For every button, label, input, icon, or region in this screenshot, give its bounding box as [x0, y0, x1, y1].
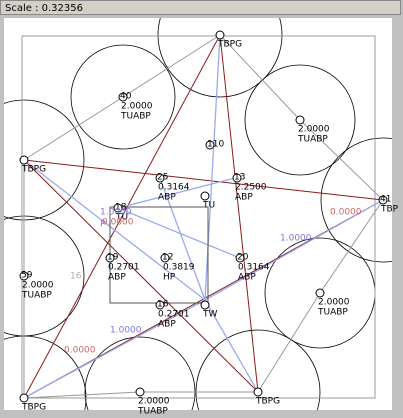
edge-label: P: [100, 220, 106, 230]
node-value: 0.3819: [163, 263, 195, 273]
frame: [21, 35, 376, 399]
node: [253, 387, 263, 397]
node-label: TU: [202, 201, 215, 211]
node: [295, 115, 305, 125]
node-id: 40: [120, 92, 132, 102]
node-id: 19: [107, 253, 119, 263]
node: [155, 300, 165, 310]
node-label: TBPG: [217, 40, 242, 50]
node-id: 16: [157, 300, 169, 310]
node-label: TW: [202, 310, 217, 320]
node-label: TUABP: [21, 291, 52, 301]
node: [215, 30, 225, 40]
node-label: TUABP: [317, 308, 348, 318]
node-value: 2.0000: [121, 102, 153, 112]
node-id: 12: [162, 253, 173, 263]
node-value: 0.3164: [158, 183, 190, 193]
node-id: 41: [380, 195, 391, 205]
node-value: 2.0000: [298, 125, 330, 135]
node: [135, 387, 145, 397]
node-label: TBP: [380, 205, 399, 215]
node-label: TBPG: [21, 403, 46, 413]
node-id: 25: [157, 173, 168, 183]
node: [105, 253, 115, 263]
node: [160, 253, 170, 263]
node-label: HP: [163, 273, 176, 283]
node: [200, 300, 210, 310]
edge-label: 0.0000: [102, 218, 134, 228]
node-label: ABP: [235, 193, 253, 203]
node-value: 2.0000: [138, 397, 170, 407]
node: [200, 191, 210, 201]
node: [232, 173, 242, 183]
node-label: TBPG: [255, 397, 280, 407]
node-id: 18: [115, 203, 127, 213]
node: [235, 253, 245, 263]
node-label: ABP: [238, 273, 256, 283]
edge-label: 16: [70, 272, 82, 282]
node-label: TUABP: [120, 112, 151, 122]
edge-label: 0.0000: [330, 208, 362, 218]
edge-label: 0.0000: [64, 346, 96, 356]
node: [155, 173, 165, 183]
node-value: 2.2500: [235, 183, 267, 193]
node-label: TUABP: [297, 135, 328, 145]
node: [315, 288, 325, 298]
scale-label: Scale : 0.32356: [0, 0, 401, 15]
canvas: TBPG402.0000TUABP2.0000TUABPTBPG41TBP592…: [4, 18, 399, 417]
edge-label: 1.0000: [100, 208, 132, 218]
node: [19, 271, 29, 281]
node: [205, 140, 215, 150]
node: [19, 393, 29, 403]
node-id: 20: [237, 253, 249, 263]
node-label: TU: [115, 213, 128, 223]
node-value: 0.2701: [108, 263, 140, 273]
edge-label: 1.0000: [110, 326, 142, 336]
node-label: TBPG: [21, 165, 46, 175]
node-label: ABP: [158, 320, 176, 330]
node-label: ABP: [108, 273, 126, 283]
node-value: 0.2701: [158, 310, 190, 320]
node-value: 2.0000: [318, 298, 350, 308]
node-id: 110: [207, 140, 224, 150]
node-label: ABP: [158, 193, 176, 203]
node-value: 2.0000: [22, 281, 54, 291]
node: [113, 203, 123, 213]
canvas-bg: [4, 18, 392, 410]
node-label: TUABP: [137, 407, 168, 417]
node-id: 13: [234, 173, 245, 183]
node: [19, 155, 29, 165]
edge-label: 1.0000: [280, 234, 312, 244]
node: [118, 92, 128, 102]
node: [378, 195, 388, 205]
node-id: 59: [21, 271, 33, 281]
node-value: 0.3164: [238, 263, 270, 273]
